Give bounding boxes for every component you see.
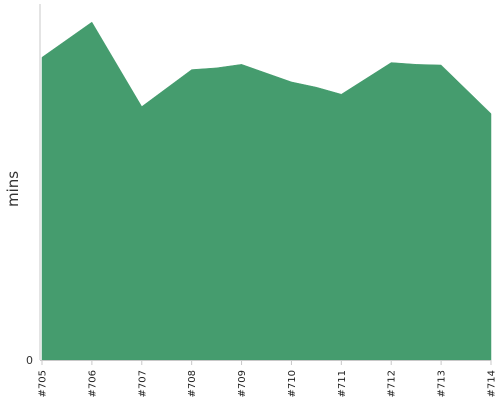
plot-area [41,21,492,361]
y-axis-ticks: 0 [26,354,33,367]
x-tick-label: #709 [237,370,248,397]
x-tick-label: #712 [387,370,398,397]
y-tick-label: 0 [26,354,33,367]
x-tick-label: #706 [87,370,98,397]
x-tick-label: #714 [487,370,498,397]
y-axis-label: mins [4,171,22,207]
x-tick-label: #713 [437,370,448,397]
x-tick-label: #708 [187,370,198,397]
x-tick-label: #710 [287,370,298,397]
x-tick-label: #705 [38,370,49,397]
x-tick-label: #707 [137,370,148,397]
x-tick-label: #711 [337,370,348,397]
area-series [41,21,492,361]
x-axis-ticks: #705 #706 #707 #708 #709 #710 #711 #712 #713 #714 [38,360,498,397]
